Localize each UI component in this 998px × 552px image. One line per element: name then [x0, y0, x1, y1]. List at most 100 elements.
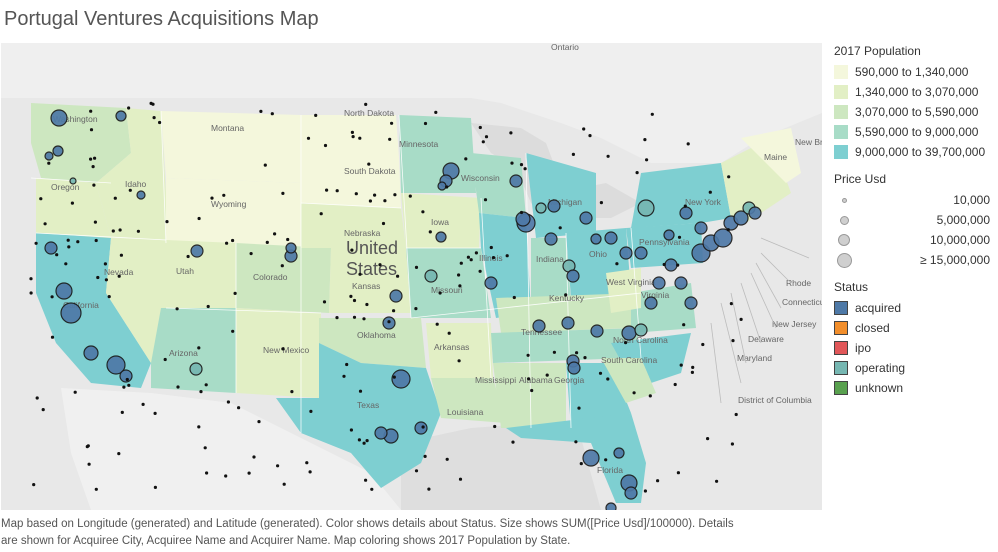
acquisition-dot[interactable]: [367, 162, 371, 166]
population-legend-item[interactable]: 1,340,000 to 3,070,000: [834, 82, 998, 102]
acquisition-dot[interactable]: [358, 272, 362, 276]
acquisition-mark[interactable]: [590, 233, 602, 245]
acquisition-mark[interactable]: [624, 486, 638, 500]
map-canvas[interactable]: Ontario Washington Montana North Dakota Minn…: [1, 43, 822, 510]
acquisition-dot[interactable]: [349, 294, 353, 298]
acquisition-dot[interactable]: [29, 291, 33, 295]
acquisition-dot[interactable]: [574, 440, 578, 444]
acquisition-dot[interactable]: [309, 409, 313, 413]
acquisition-mark[interactable]: [748, 206, 762, 220]
acquisition-dot[interactable]: [92, 183, 96, 187]
acquisition-dot[interactable]: [224, 474, 228, 478]
acquisition-dot[interactable]: [530, 388, 534, 393]
acquisition-dot[interactable]: [606, 377, 610, 381]
acquisition-dot[interactable]: [104, 278, 108, 282]
acquisition-dot[interactable]: [265, 240, 269, 244]
acquisition-dot[interactable]: [726, 228, 730, 232]
acquisition-mark[interactable]: [679, 206, 693, 220]
acquisition-mark[interactable]: [106, 355, 126, 375]
status-legend-item[interactable]: unknown: [834, 378, 998, 398]
acquisition-dot[interactable]: [459, 261, 463, 265]
acquisition-dot[interactable]: [545, 373, 549, 377]
acquisition-dot[interactable]: [89, 109, 93, 113]
acquisition-dot[interactable]: [342, 374, 346, 378]
acquisition-dot[interactable]: [73, 390, 77, 394]
acquisition-mark[interactable]: [652, 276, 666, 290]
acquisition-dot[interactable]: [701, 342, 705, 347]
acquisition-mark[interactable]: [119, 369, 133, 383]
acquisition-mark[interactable]: [285, 242, 297, 254]
acquisition-dot[interactable]: [579, 462, 583, 466]
acquisition-mark[interactable]: [52, 145, 64, 157]
acquisition-dot[interactable]: [319, 212, 323, 216]
acquisition-dot[interactable]: [39, 197, 43, 201]
acquisition-mark[interactable]: [582, 449, 600, 467]
acquisition-mark[interactable]: [55, 282, 73, 300]
acquisition-dot[interactable]: [466, 255, 470, 259]
acquisition-mark[interactable]: [44, 151, 54, 161]
acquisition-dot[interactable]: [509, 131, 513, 135]
acquisition-dot[interactable]: [519, 163, 524, 167]
acquisition-dot[interactable]: [128, 188, 132, 192]
price-legend-item[interactable]: 10,000: [834, 190, 998, 210]
acquisition-dot[interactable]: [686, 142, 690, 146]
acquisition-dot[interactable]: [153, 411, 157, 415]
acquisition-dot[interactable]: [93, 220, 97, 224]
acquisition-mark[interactable]: [190, 244, 204, 258]
acquisition-dot[interactable]: [43, 222, 47, 226]
acquisition-dot[interactable]: [47, 161, 51, 165]
acquisition-dot[interactable]: [577, 406, 581, 410]
acquisition-dot[interactable]: [414, 265, 419, 269]
acquisition-dot[interactable]: [66, 238, 70, 242]
acquisition-dot[interactable]: [683, 204, 687, 208]
acquisition-dot[interactable]: [606, 154, 610, 158]
acquisition-dot[interactable]: [414, 307, 418, 311]
price-legend-item[interactable]: 5,000,000: [834, 210, 998, 230]
acquisition-dot[interactable]: [122, 385, 126, 389]
acquisition-dot[interactable]: [91, 165, 95, 169]
acquisition-dot[interactable]: [153, 485, 157, 489]
acquisition-dot[interactable]: [393, 193, 397, 197]
acquisition-dot[interactable]: [599, 201, 604, 205]
acquisition-mark[interactable]: [83, 345, 99, 361]
price-legend-item[interactable]: ≥ 15,000,000: [834, 250, 998, 270]
acquisition-dot[interactable]: [421, 425, 425, 429]
acquisition-mark[interactable]: [484, 276, 498, 290]
acquisition-dot[interactable]: [358, 136, 362, 140]
acquisition-dot[interactable]: [478, 269, 482, 273]
acquisition-dot[interactable]: [276, 464, 280, 468]
acquisition-dot[interactable]: [34, 241, 38, 245]
acquisition-dot[interactable]: [107, 295, 111, 299]
acquisition-dot[interactable]: [679, 363, 683, 367]
acquisition-mark[interactable]: [44, 241, 58, 255]
acquisition-dot[interactable]: [364, 478, 368, 482]
acquisition-mark[interactable]: [567, 361, 581, 375]
acquisition-mark[interactable]: [634, 323, 648, 337]
acquisition-dot[interactable]: [727, 175, 731, 179]
acquisition-dot[interactable]: [345, 362, 349, 367]
acquisition-dot[interactable]: [308, 470, 312, 474]
acquisition-dot[interactable]: [151, 102, 155, 106]
acquisition-dot[interactable]: [70, 201, 74, 205]
acquisition-mark[interactable]: [713, 228, 733, 248]
acquisition-dot[interactable]: [76, 240, 80, 244]
population-legend-item[interactable]: 5,590,000 to 9,000,000: [834, 122, 998, 142]
acquisition-dot[interactable]: [352, 315, 357, 319]
acquisition-dot[interactable]: [117, 452, 121, 456]
acquisition-dot[interactable]: [231, 238, 235, 243]
acquisition-dot[interactable]: [127, 383, 131, 387]
acquisition-dot[interactable]: [152, 116, 156, 120]
acquisition-dot[interactable]: [624, 341, 628, 345]
acquisition-dot[interactable]: [676, 263, 680, 267]
acquisition-mark[interactable]: [60, 302, 82, 324]
acquisition-dot[interactable]: [103, 262, 107, 266]
acquisition-dot[interactable]: [290, 390, 294, 394]
acquisition-dot[interactable]: [505, 254, 509, 258]
acquisition-dot[interactable]: [715, 479, 719, 483]
acquisition-dot[interactable]: [314, 113, 318, 117]
acquisition-dot[interactable]: [93, 156, 97, 160]
acquisition-dot[interactable]: [257, 420, 261, 424]
acquisition-dot[interactable]: [682, 323, 686, 327]
acquisition-mark[interactable]: [391, 369, 411, 389]
acquisition-dot[interactable]: [552, 350, 557, 354]
